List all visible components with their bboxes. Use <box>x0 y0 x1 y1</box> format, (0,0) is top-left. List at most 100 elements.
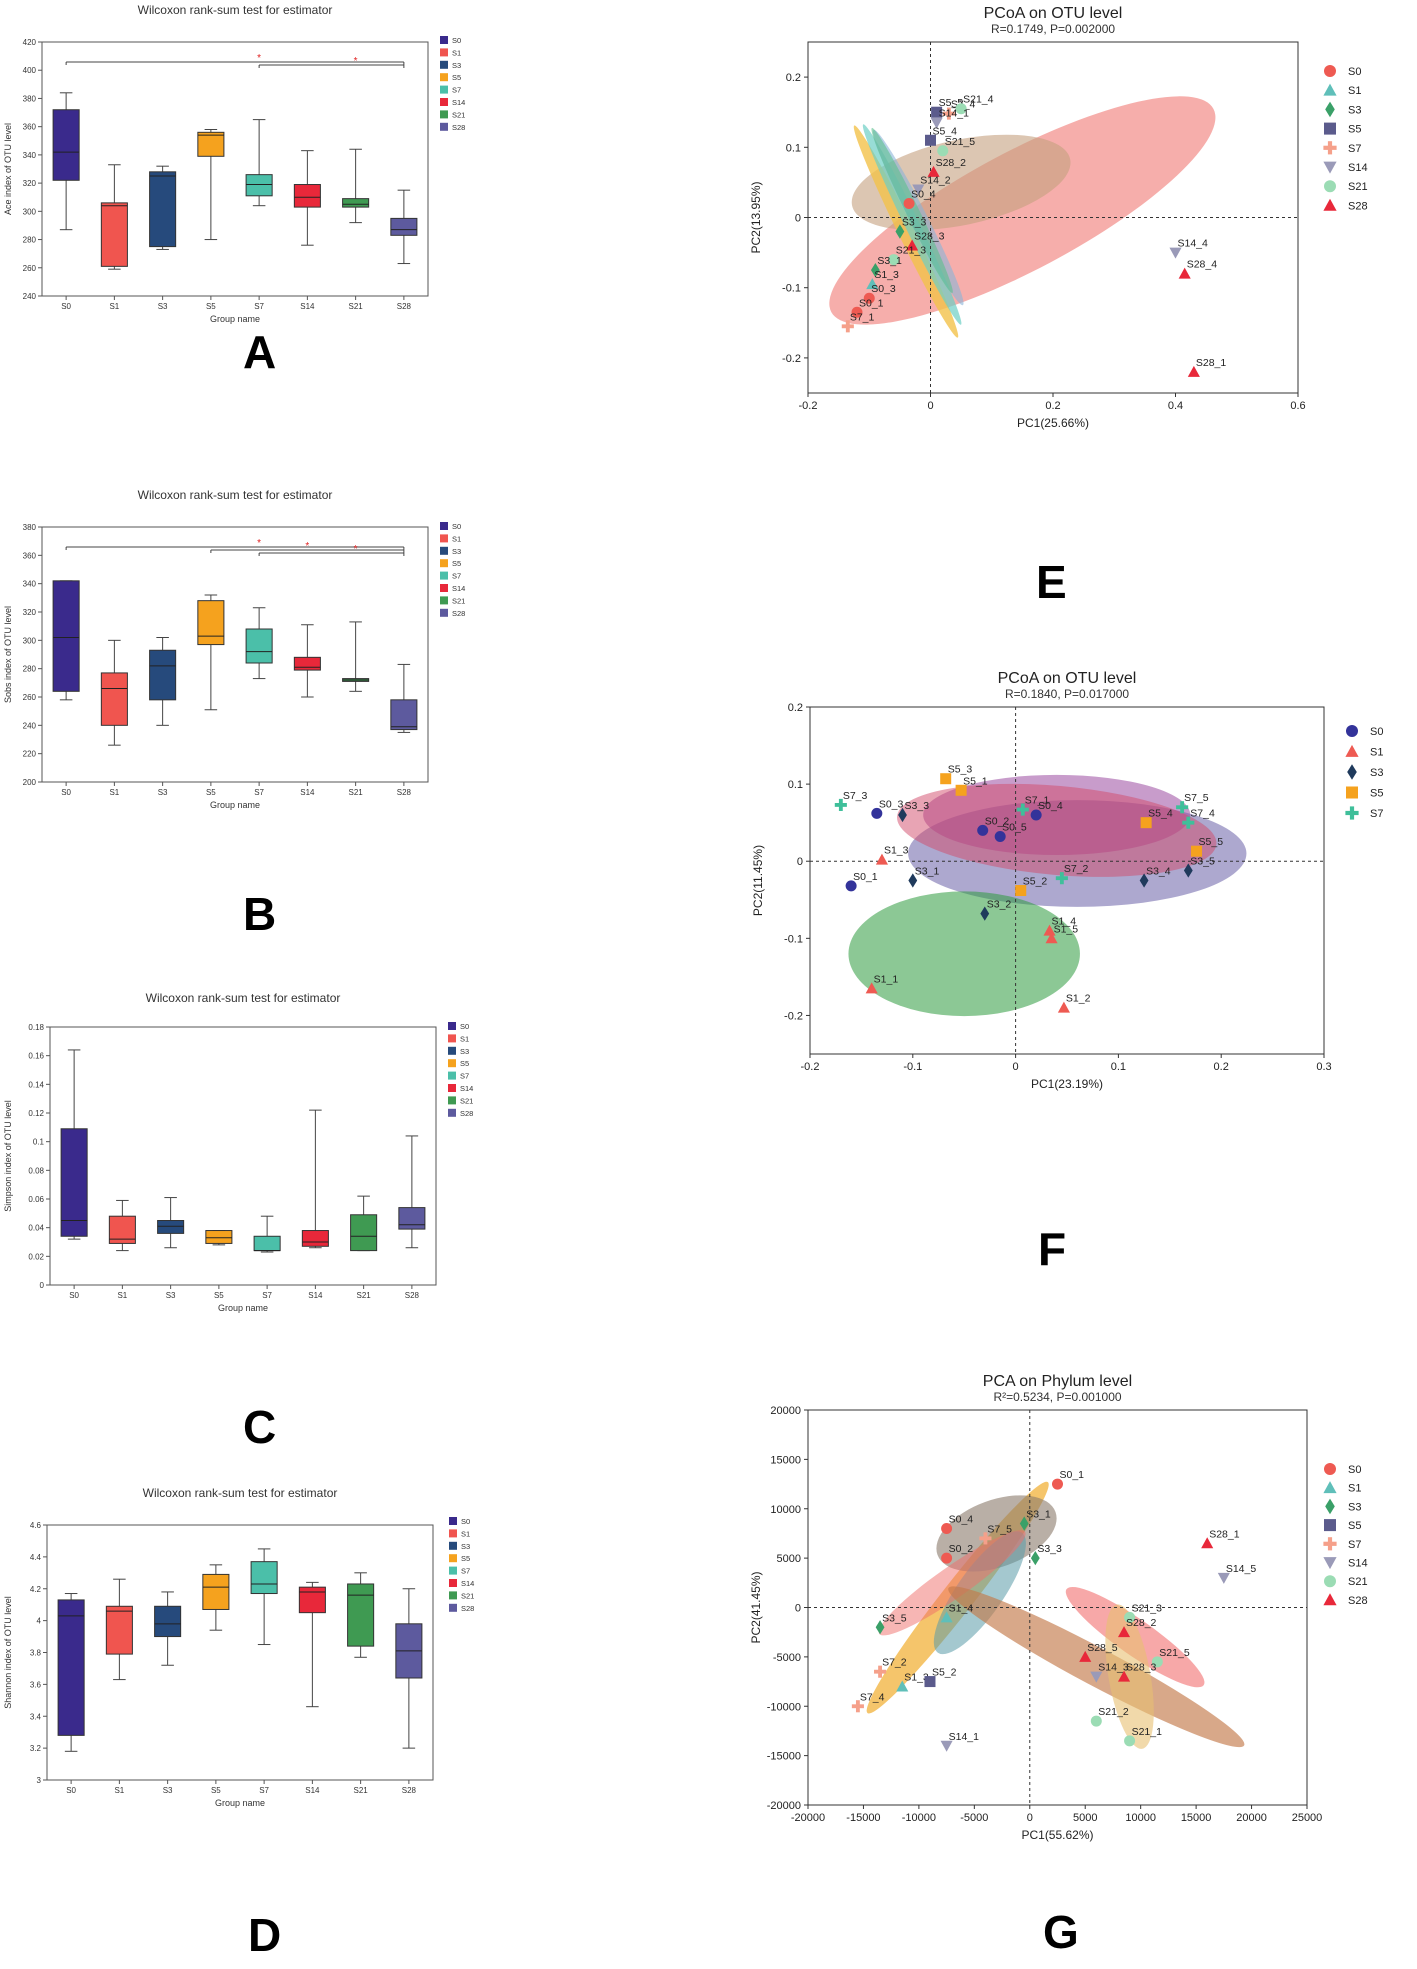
y-tick-label: 360 <box>23 123 37 132</box>
legend-label: S28 <box>452 123 465 132</box>
legend-swatch <box>440 534 448 543</box>
point-label: S5_5 <box>1199 836 1224 848</box>
point-label: S7_5 <box>987 1523 1012 1535</box>
confidence-ellipse <box>848 891 1080 1017</box>
y-tick-label: 4.6 <box>30 1521 42 1530</box>
x-tick-label: S28 <box>397 302 412 311</box>
point-label: S1_3 <box>874 269 899 281</box>
y-tick-label: 380 <box>23 94 37 103</box>
point-label: S7_3 <box>843 790 868 802</box>
y-tick-label: 380 <box>23 523 37 532</box>
point-marker <box>1187 365 1200 377</box>
x-tick-label: 0.2 <box>1214 1061 1229 1073</box>
box-S7 <box>253 1235 281 1252</box>
point-label: S7_4 <box>1190 808 1215 820</box>
y-tick-label: 280 <box>23 236 37 245</box>
point-marker <box>1324 1519 1336 1532</box>
y-tick-label: 340 <box>23 151 37 160</box>
chart-title: PCoA on OTU level <box>984 5 1123 22</box>
x-tick-label: 0 <box>1013 1061 1019 1073</box>
point-marker <box>898 807 907 823</box>
y-tick-label: 4.2 <box>30 1585 42 1594</box>
point-label: S0_1 <box>853 871 878 883</box>
y-tick-label: 260 <box>23 693 37 702</box>
confidence-ellipse <box>878 1530 1026 1636</box>
legend-label: S14 <box>461 1579 474 1588</box>
sobs-boxplot: Wilcoxon rank-sum test for estimator 200 2… <box>3 488 465 810</box>
x-tick-label: -0.1 <box>903 1061 922 1073</box>
y-tick-label: 0.12 <box>28 1109 44 1118</box>
box-S7 <box>245 628 273 664</box>
point-marker <box>924 1676 936 1688</box>
y-axis-label: PC2(11.45%) <box>751 845 765 916</box>
legend-swatch <box>449 1579 457 1587</box>
point-label: S7_4 <box>860 1691 885 1703</box>
y-tick-label: -0.2 <box>784 1010 803 1022</box>
point-marker <box>1176 801 1189 814</box>
plot-area <box>808 1410 1307 1805</box>
x-tick-label: 0.3 <box>1316 1061 1331 1073</box>
point-label: S28_3 <box>1126 1662 1157 1674</box>
x-tick-label: S3 <box>163 1786 173 1795</box>
point-label: S5_2 <box>932 1667 957 1679</box>
legend-label: S1 <box>461 1529 470 1538</box>
x-tick-label: S21 <box>357 1291 372 1300</box>
legend-label: S1 <box>452 534 461 543</box>
point-marker <box>1323 161 1337 174</box>
point-label: S21_5 <box>945 136 976 148</box>
legend-label: S1 <box>1370 747 1383 759</box>
point-marker <box>888 254 900 266</box>
plus-bar <box>845 320 850 333</box>
y-tick-label: 360 <box>23 551 37 560</box>
legend-label: S3 <box>461 1542 470 1551</box>
y-tick-label: 340 <box>23 580 37 589</box>
point-marker <box>1055 872 1068 885</box>
point-label: S7_5 <box>1184 792 1209 804</box>
legend-label: S5 <box>460 1059 469 1068</box>
x-tick-label: S1 <box>114 1786 124 1795</box>
x-tick-label: -10000 <box>902 1812 936 1824</box>
point-label: S0_4 <box>1038 800 1063 812</box>
confidence-ellipse <box>948 1586 1245 1748</box>
legend-swatch <box>448 1084 456 1092</box>
box-S21 <box>342 198 370 208</box>
point-label: S1_1 <box>874 973 899 985</box>
box-S5 <box>202 1573 230 1610</box>
y-tick-label: 0.1 <box>33 1138 45 1147</box>
x-tick-label: S3 <box>158 302 168 311</box>
point-label: S14_1 <box>949 1731 980 1743</box>
x-tick-label: S14 <box>308 1291 323 1300</box>
point-marker <box>930 117 943 129</box>
legend-swatch <box>440 36 448 44</box>
box-S21 <box>350 1214 378 1252</box>
y-tick-label: -20000 <box>767 1800 801 1812</box>
x-tick-label: S14 <box>300 302 315 311</box>
x-axis-label: Group name <box>218 1303 268 1313</box>
significance-star: * <box>354 56 358 67</box>
y-tick-label: -15000 <box>767 1751 801 1763</box>
y-tick-label: 5000 <box>777 1553 801 1565</box>
legend-label: S3 <box>1348 1501 1361 1513</box>
x-tick-label: 0.1 <box>1111 1061 1126 1073</box>
point-marker <box>1217 1572 1230 1584</box>
panel-letter-b: B <box>243 888 277 940</box>
y-tick-label: 10000 <box>770 1504 801 1516</box>
panel-letter-a: A <box>243 326 277 378</box>
x-axis-label: PC1(55.62%) <box>1021 1828 1093 1842</box>
legend-label: S5 <box>452 559 461 568</box>
y-tick-label: 0.2 <box>786 72 801 84</box>
chart-subtitle: R=0.1749, P=0.002000 <box>991 22 1115 36</box>
legend-swatch <box>448 1022 456 1030</box>
significance-star: * <box>305 541 309 552</box>
legend-label: S21 <box>452 110 465 119</box>
point-label: S3_4 <box>1146 866 1171 878</box>
box-S5 <box>197 600 225 646</box>
legend-label: S21 <box>1348 1576 1368 1588</box>
point-label: S7_1 <box>1025 795 1050 807</box>
legend-label: S21 <box>461 1591 474 1600</box>
x-tick-label: 0.6 <box>1290 400 1305 412</box>
x-tick-label: S14 <box>300 788 315 797</box>
legend-swatch <box>449 1591 457 1600</box>
chart-subtitle: R=0.1840, P=0.017000 <box>1005 687 1129 701</box>
point-marker <box>1191 845 1203 857</box>
